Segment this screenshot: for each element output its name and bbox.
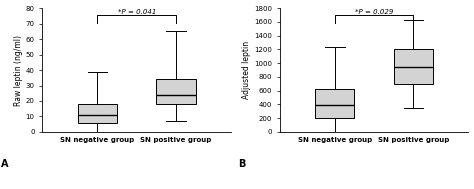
Y-axis label: Adjusted leptin: Adjusted leptin: [242, 41, 251, 99]
PathPatch shape: [315, 89, 355, 118]
Text: A: A: [1, 159, 8, 169]
Text: *P = 0.041: *P = 0.041: [118, 9, 156, 15]
PathPatch shape: [394, 49, 433, 84]
Text: *P = 0.029: *P = 0.029: [355, 9, 393, 15]
Text: B: B: [238, 159, 246, 169]
PathPatch shape: [156, 79, 196, 104]
Y-axis label: Raw leptin (ng/ml): Raw leptin (ng/ml): [14, 35, 23, 105]
PathPatch shape: [78, 104, 117, 123]
